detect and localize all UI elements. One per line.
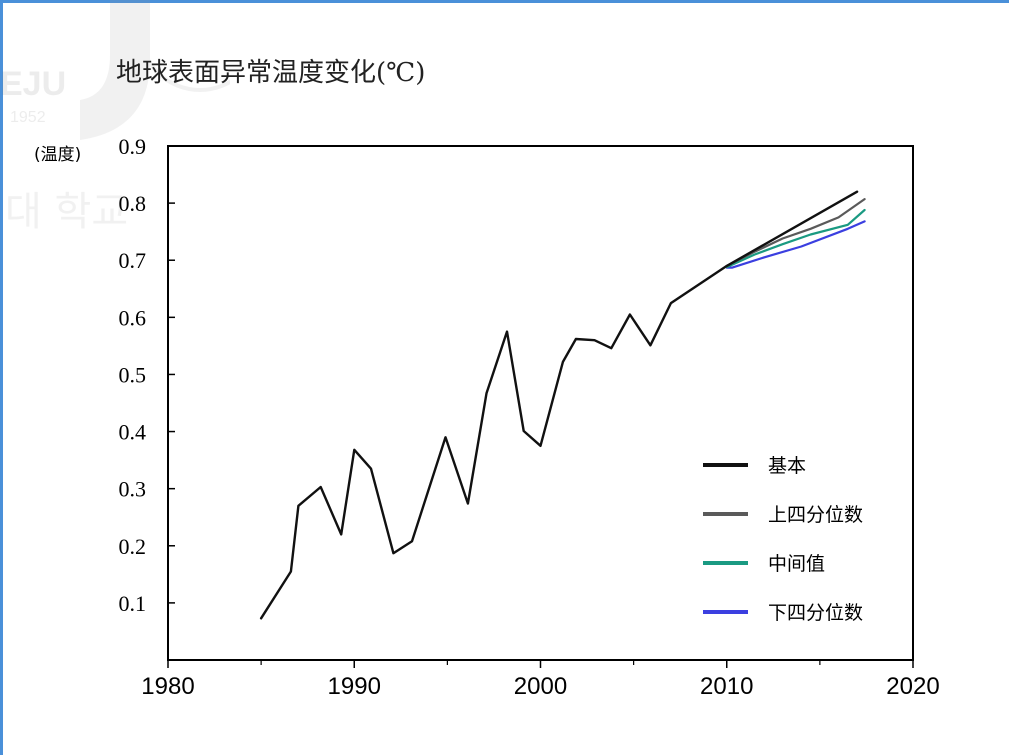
series-line — [725, 198, 866, 267]
plot-area-frame — [167, 145, 914, 661]
x-tick-label: 1990 — [328, 673, 381, 700]
series-line — [259, 190, 859, 620]
y-axis-label: (温度) — [34, 145, 82, 165]
legend-label: 上四分位数 — [768, 504, 863, 526]
legend-label: 下四分位数 — [768, 602, 863, 624]
y-tick-label: 0.6 — [119, 305, 147, 330]
y-tick-label: 0.4 — [119, 420, 147, 445]
series-line — [725, 208, 866, 269]
x-tick-label: 1980 — [141, 673, 194, 700]
x-tick-label: 2020 — [886, 673, 939, 700]
legend-label: 中间值 — [768, 553, 825, 575]
y-tick-label: 0.9 — [119, 134, 147, 159]
x-tick-label: 2010 — [700, 673, 753, 700]
chart-title: 地球表面异常温度变化(℃) — [116, 58, 426, 88]
x-tick-label: 2000 — [514, 673, 567, 700]
legend-label: 基本 — [768, 455, 806, 477]
series-line — [725, 220, 866, 269]
y-tick-label: 0.7 — [119, 248, 147, 273]
y-tick-label: 0.1 — [119, 591, 147, 616]
y-tick-label: 0.3 — [119, 477, 147, 502]
y-tick-label: 0.5 — [119, 362, 147, 387]
y-tick-label: 0.8 — [119, 191, 147, 216]
y-tick-label: 0.2 — [119, 534, 147, 559]
